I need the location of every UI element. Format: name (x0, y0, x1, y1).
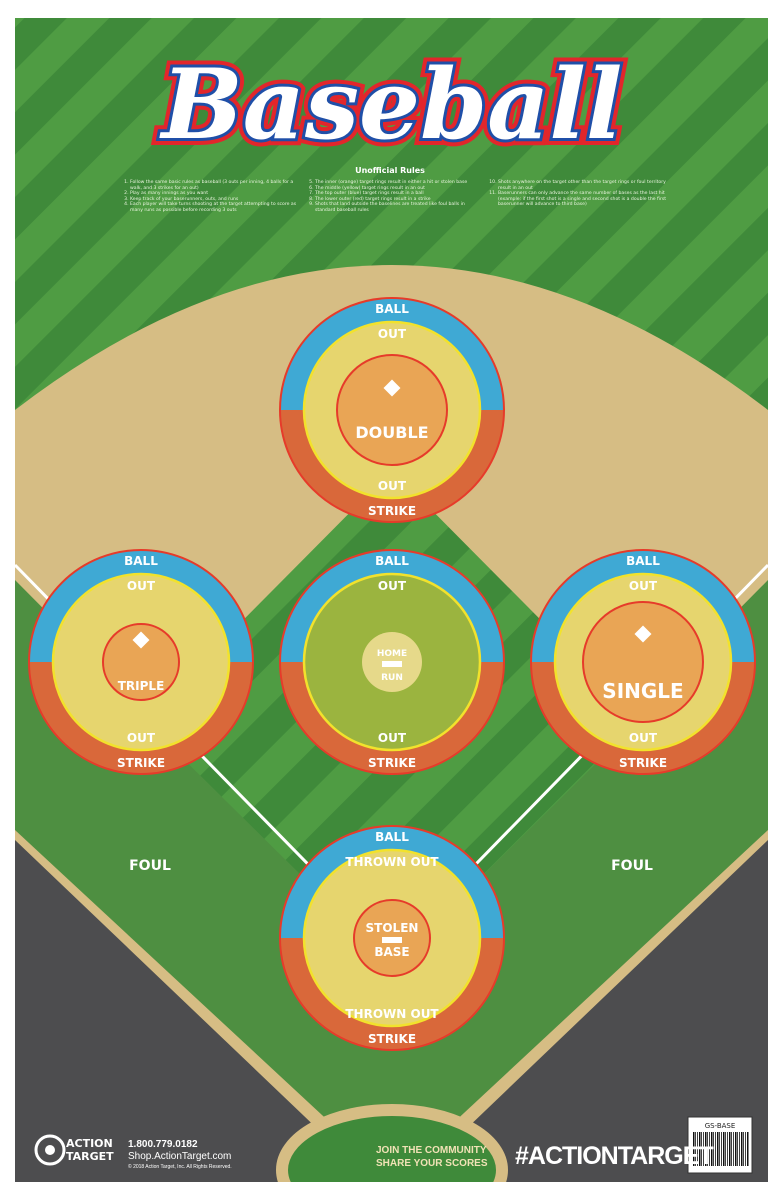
base-diamond-icon (383, 379, 401, 397)
outer-ring-border (279, 825, 505, 1051)
rules-column-3: Shots anywhere on the target other than … (488, 180, 668, 208)
website[interactable]: Shop.ActionTarget.com (128, 1151, 232, 1162)
foul-area (15, 840, 768, 1182)
foul-right-label: FOUL (611, 858, 653, 874)
rule-item: Each player will take turns shooting at … (130, 202, 300, 213)
base-diamond-icon (634, 625, 652, 643)
strike-label: STRIKE (619, 756, 667, 770)
svg-text:ACTION: ACTION (66, 1137, 113, 1150)
rule-item: Shots that land outside the baselines ar… (315, 202, 485, 213)
home-plate-icon (382, 937, 402, 943)
phone: 1.800.779.0182 (128, 1139, 198, 1150)
rule-item: The middle (yellow) target rings result … (315, 186, 485, 192)
dash-icon (382, 661, 402, 667)
title-logo: Baseball Baseball (152, 41, 630, 168)
rule-item: The lower outer (red) target rings resul… (315, 197, 485, 203)
strike-label: STRIKE (368, 1032, 416, 1046)
target-single[interactable]: BALL OUT OUT STRIKE SINGLE (530, 549, 756, 775)
out-bottom-label: THROWN OUT (345, 1007, 439, 1021)
ball-label: BALL (375, 302, 409, 316)
out-top-label: OUT (127, 579, 156, 593)
rule-item: Baserunners can only advance the same nu… (498, 191, 668, 208)
rule-item: Keep track of your baserunners, outs, an… (130, 197, 300, 203)
out-bottom-label: OUT (629, 731, 658, 745)
target-triple[interactable]: BALL OUT OUT STRIKE TRIPLE (28, 549, 254, 775)
base-diamond-icon (132, 631, 150, 649)
out-bottom-label: OUT (127, 731, 156, 745)
target-home-run[interactable]: BALL OUT OUT STRIKE HOME RUN (279, 549, 505, 775)
foul-grass (15, 580, 768, 1180)
action-target-logo: ACTION TARGET (34, 1134, 114, 1166)
center-label: HOME (377, 649, 407, 659)
out-bottom-label: OUT (378, 731, 407, 745)
ball-label: BALL (375, 830, 409, 844)
outer-ring-border (279, 297, 505, 523)
hit-center[interactable] (582, 601, 704, 723)
center-label: SINGLE (602, 679, 683, 703)
outer-ring-border (530, 549, 756, 775)
rules-column-2: The inner (orange) target rings result i… (305, 180, 485, 214)
target-stolen-base[interactable]: BALL THROWN OUT THROWN OUT STRIKE STOLEN BASE (279, 825, 505, 1051)
target-double[interactable]: BALL OUT OUT STRIKE DOUBLE (279, 297, 505, 523)
home-plate-circle (276, 1104, 508, 1182)
rule-item: Shots anywhere on the target other than … (498, 180, 668, 191)
out-top-label: OUT (629, 579, 658, 593)
outer-ring-border (28, 549, 254, 775)
ball-label: BALL (375, 554, 409, 568)
hit-center[interactable] (336, 354, 448, 466)
out-top-label: THROWN OUT (345, 855, 439, 869)
center2-label: BASE (374, 945, 409, 959)
community-line-2: SHARE YOUR SCORES (376, 1158, 488, 1169)
rule-item: Play as many innings as you want (130, 191, 300, 197)
rule-item: Follow the same basic rules as baseball … (130, 180, 300, 191)
rules-heading: Unofficial Rules (355, 166, 425, 175)
rule-item: The top outer (blue) target rings result… (315, 191, 485, 197)
ball-label: BALL (124, 554, 158, 568)
strike-label: STRIKE (368, 504, 416, 518)
ball-label: BALL (626, 554, 660, 568)
out-top-label: OUT (378, 579, 407, 593)
barcode-bars (693, 1132, 749, 1166)
title-outline: Baseball (159, 48, 623, 161)
rules-column-1: Follow the same basic rules as baseball … (120, 180, 300, 214)
product-code: GS-BASE (705, 1122, 736, 1130)
svg-text:TARGET: TARGET (66, 1150, 114, 1163)
strike-label: STRIKE (368, 756, 416, 770)
center-label: TRIPLE (118, 679, 165, 693)
rule-item: The inner (orange) target rings result i… (315, 180, 485, 186)
strike-label: STRIKE (117, 756, 165, 770)
outer-ring-border (279, 549, 505, 775)
hashtag: #ACTIONTARGET (515, 1142, 714, 1170)
out-bottom-label: OUT (378, 479, 407, 493)
community-line-1: JOIN THE COMMUNITY (376, 1145, 487, 1156)
hit-center[interactable] (102, 623, 180, 701)
center2-label: RUN (381, 673, 403, 683)
copyright: © 2018 Action Target, Inc. All Rights Re… (128, 1164, 232, 1170)
title-text: Baseball (159, 48, 623, 161)
center-label: STOLEN (366, 921, 419, 935)
out-top-label: OUT (378, 327, 407, 341)
foul-left-label: FOUL (129, 858, 171, 874)
center-label: DOUBLE (355, 423, 428, 442)
